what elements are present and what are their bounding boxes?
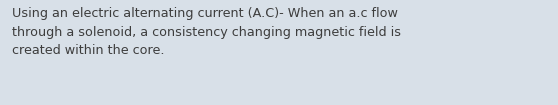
Text: Using an electric alternating current (A.C)- When an a.c flow
through a solenoid: Using an electric alternating current (A…	[12, 7, 401, 57]
